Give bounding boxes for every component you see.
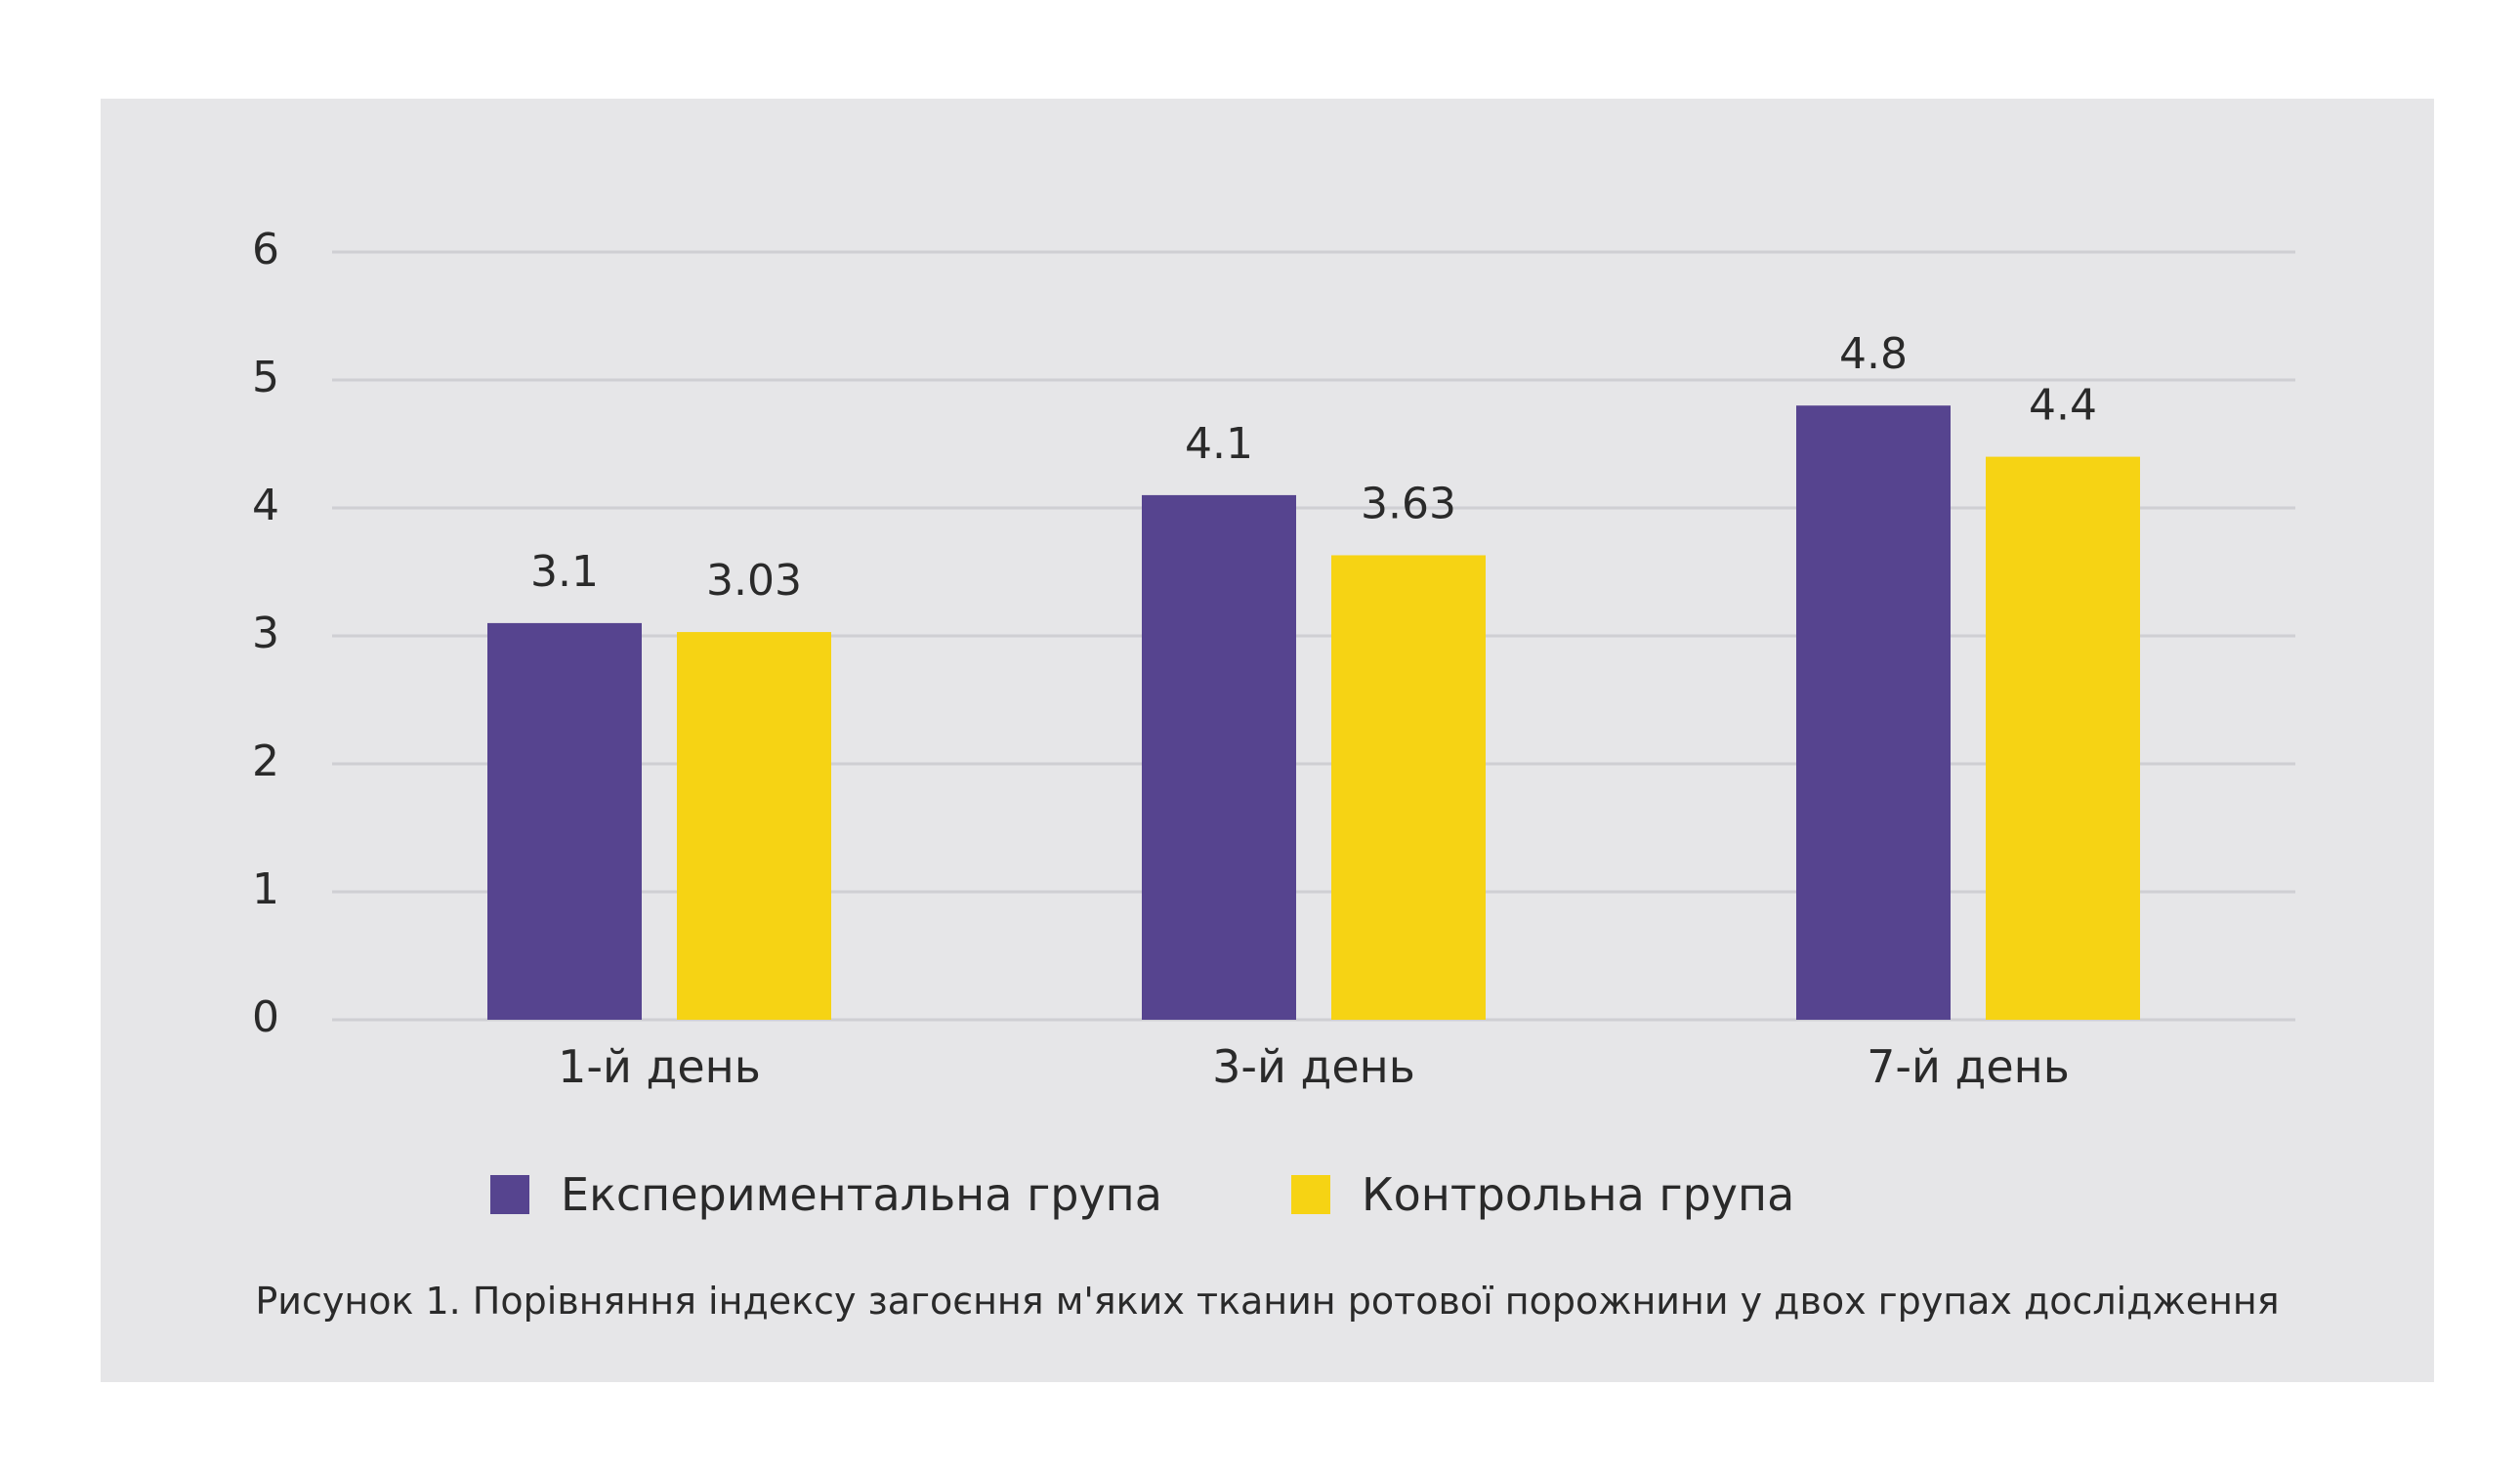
bar-experimental-2 — [1796, 405, 1951, 1020]
data-label-experimental-1: 4.1 — [1185, 419, 1253, 469]
x-tick-label-0: 1-й день — [558, 1040, 761, 1093]
figure-caption: Рисунок 1. Порівняння індексу загоєння м… — [255, 1280, 2280, 1323]
legend-item-control: Контрольна група — [1291, 1167, 1794, 1222]
x-tick-label-1: 3-й день — [1212, 1040, 1415, 1093]
bar-control-0 — [677, 632, 831, 1020]
data-label-control-0: 3.03 — [706, 556, 802, 606]
bar-control-2 — [1986, 456, 2140, 1021]
bar-experimental-0 — [487, 622, 642, 1020]
bar-control-1 — [1331, 555, 1486, 1020]
y-tick-label-5: 5 — [252, 353, 279, 402]
legend-swatch-control — [1291, 1175, 1330, 1214]
data-label-experimental-0: 3.1 — [530, 547, 599, 597]
legend-swatch-experimental — [490, 1175, 529, 1214]
legend-label-experimental: Експериментальна група — [561, 1168, 1162, 1221]
y-tick-label-0: 0 — [252, 992, 279, 1042]
y-tick-label-4: 4 — [252, 481, 279, 530]
y-tick-label-6: 6 — [252, 225, 279, 274]
legend-item-experimental: Експериментальна група — [490, 1167, 1162, 1222]
x-tick-label-2: 7-й день — [1867, 1040, 2070, 1093]
bar-experimental-1 — [1142, 494, 1296, 1020]
y-tick-label-3: 3 — [252, 609, 279, 658]
data-label-control-2: 4.4 — [2029, 381, 2097, 431]
y-tick-label-2: 2 — [252, 736, 279, 786]
y-tick-label-1: 1 — [252, 864, 279, 914]
legend-label-control: Контрольна група — [1362, 1168, 1795, 1221]
data-label-experimental-2: 4.8 — [1839, 329, 1908, 379]
data-label-control-1: 3.63 — [1361, 479, 1456, 528]
